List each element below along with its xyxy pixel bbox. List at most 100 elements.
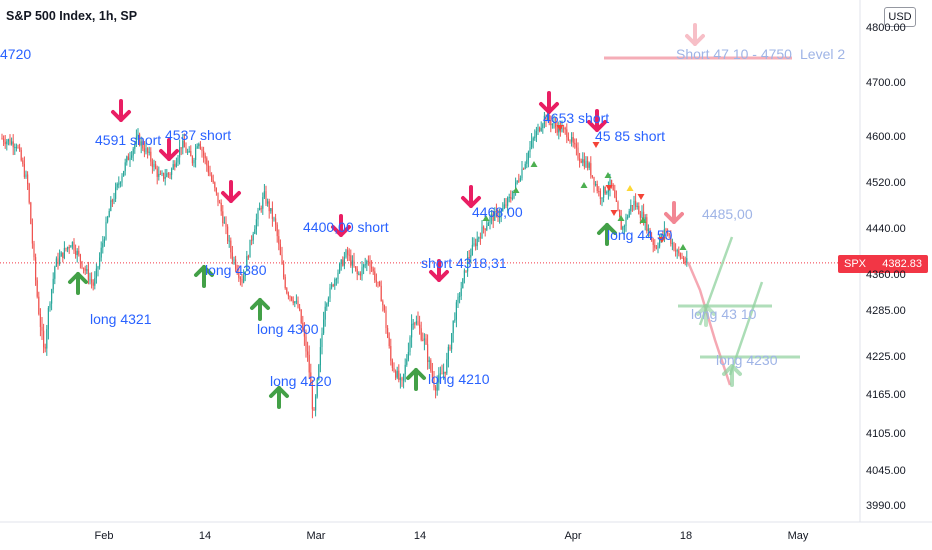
- y-tick-label: 4225.00: [866, 351, 906, 363]
- candle-body: [495, 210, 497, 212]
- candle-body: [161, 172, 163, 175]
- candle-body: [55, 258, 57, 267]
- candle-body: [223, 222, 225, 224]
- candle-body: [217, 192, 219, 203]
- candle-body: [167, 173, 169, 175]
- candle-body: [391, 360, 393, 368]
- candle-body: [151, 161, 153, 168]
- candle-body: [383, 305, 385, 311]
- candle-body: [611, 179, 613, 185]
- candle-body: [358, 273, 360, 275]
- candle-body: [451, 333, 453, 350]
- candle-body: [337, 272, 339, 280]
- candle-body: [411, 324, 413, 338]
- sell-signal-marker: [556, 125, 564, 131]
- y-tick-label: 4045.00: [866, 465, 906, 477]
- candle-body: [481, 226, 483, 239]
- candle-body: [79, 254, 81, 262]
- candle-body: [59, 256, 61, 264]
- short-arrow-icon: [159, 138, 179, 161]
- buy-signal-marker: [626, 185, 634, 191]
- candle-body: [395, 371, 397, 378]
- candle-body: [596, 183, 598, 191]
- candle-body: [673, 243, 675, 251]
- candle-body: [179, 147, 181, 158]
- candle-body: [359, 273, 361, 276]
- candle-body: [497, 211, 499, 218]
- candle-body: [535, 131, 537, 137]
- candle-body: [115, 187, 117, 199]
- x-tick-label: 18: [679, 530, 693, 542]
- candle-body: [247, 256, 249, 258]
- annotation-label: 4591 short: [95, 132, 162, 148]
- candle-body: [329, 287, 331, 299]
- candle-body: [244, 271, 246, 277]
- candle-body: [623, 225, 625, 227]
- candle-body: [135, 136, 137, 144]
- candle-body: [270, 208, 272, 212]
- candle-body: [542, 124, 544, 129]
- candle-body: [331, 284, 333, 288]
- candle-body: [183, 140, 185, 148]
- candle-body: [462, 278, 464, 289]
- candle-body: [239, 277, 241, 280]
- candle-body: [199, 143, 201, 150]
- candle-body: [545, 115, 547, 122]
- candle-body: [414, 323, 416, 325]
- candle-body: [134, 143, 136, 149]
- currency-button[interactable]: USD: [884, 7, 916, 27]
- candle-body: [670, 235, 672, 244]
- candle-body: [620, 217, 622, 230]
- candle-body: [532, 138, 534, 141]
- candle-body: [447, 346, 449, 360]
- candle-body: [587, 160, 589, 168]
- candle-body: [547, 114, 549, 122]
- candle-body: [52, 278, 54, 290]
- long-arrow-icon: [194, 265, 214, 288]
- candle-body: [150, 151, 152, 162]
- candle-body: [443, 371, 445, 374]
- candle-body: [305, 336, 307, 352]
- candle-body: [393, 367, 395, 372]
- candle-body: [14, 147, 16, 149]
- candle-body: [500, 210, 502, 216]
- candle-body: [145, 148, 147, 153]
- annotation-label: Level 2: [800, 46, 846, 62]
- candle-body: [236, 268, 238, 273]
- candle-body: [60, 252, 62, 257]
- y-tick-label: 4600.00: [866, 131, 906, 143]
- candle-body: [441, 373, 443, 375]
- candle-body: [355, 266, 357, 269]
- candle-body: [297, 300, 299, 308]
- candle-body: [41, 326, 43, 331]
- candle-body: [494, 210, 496, 221]
- candle-body: [212, 180, 214, 183]
- candle-body: [126, 156, 128, 163]
- candle-body: [201, 149, 203, 151]
- candle-body: [252, 233, 254, 241]
- candle-body: [172, 164, 174, 170]
- candle-body: [467, 257, 469, 272]
- candle-body: [91, 279, 93, 283]
- candle-body: [180, 147, 182, 149]
- candle-body: [382, 301, 384, 306]
- candle-body: [335, 279, 337, 281]
- candle-body: [601, 197, 603, 200]
- candle-body: [422, 339, 424, 341]
- y-tick-label: 4520.00: [866, 177, 906, 189]
- x-tick-label: 14: [198, 530, 212, 542]
- candle-body: [345, 250, 347, 258]
- candle-body: [676, 250, 678, 252]
- candle-body: [486, 225, 488, 230]
- candle-body: [313, 409, 315, 411]
- candle-body: [71, 241, 73, 247]
- candle-body: [279, 244, 281, 255]
- annotation-label: long 43 10: [691, 306, 757, 322]
- long-arrow-icon: [722, 364, 742, 387]
- y-tick-label: 4105.00: [866, 428, 906, 440]
- candle-body: [523, 168, 525, 170]
- candle-body: [556, 127, 558, 133]
- candle-body: [364, 264, 366, 266]
- candle-body: [369, 261, 371, 267]
